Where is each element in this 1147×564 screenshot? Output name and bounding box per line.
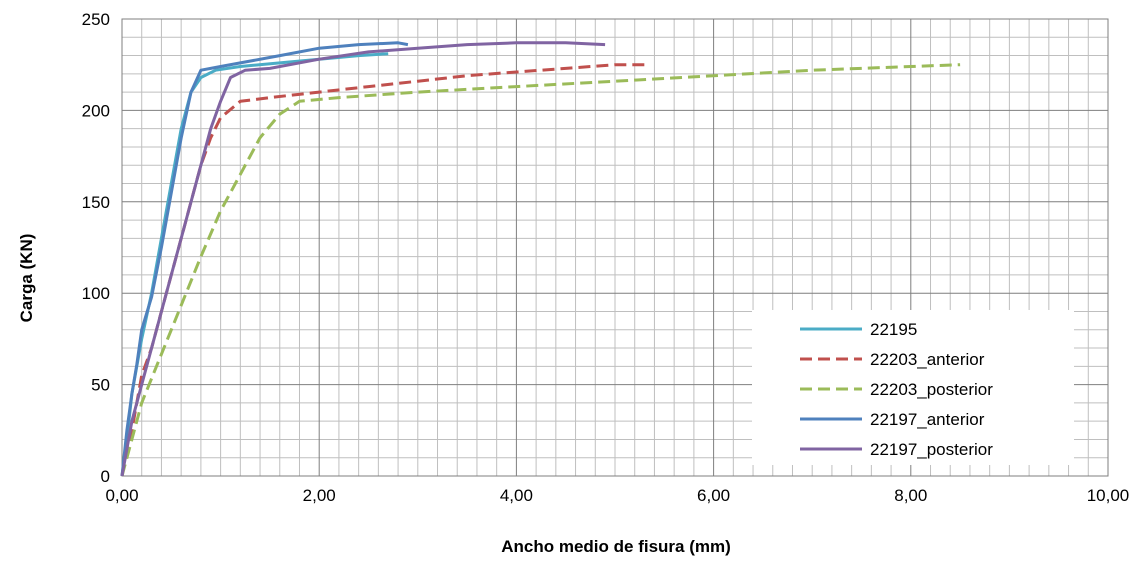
plot-area-border — [121, 18, 1109, 477]
x-axis-title: Ancho medio de fisura (mm) — [501, 537, 731, 556]
series-line — [120, 41, 606, 477]
x-tick-label: 0,00 — [105, 486, 138, 505]
legend-label: 22197_posterior — [870, 440, 993, 459]
x-tick-label: 4,00 — [500, 486, 533, 505]
legend-label: 22203_posterior — [870, 380, 993, 399]
y-tick-label: 150 — [82, 193, 110, 212]
x-axis-tick-labels: 0,00 2,00 4,00 6,00 8,00 10,00 — [105, 486, 1129, 505]
y-tick-label: 250 — [82, 10, 110, 29]
legend-label: 22195 — [870, 320, 917, 339]
series-line — [120, 41, 409, 477]
x-tick-label: 6,00 — [697, 486, 730, 505]
legend-label: 22197_anterior — [870, 410, 985, 429]
y-axis-tick-labels: 0 50 100 150 200 250 — [82, 10, 110, 486]
x-tick-label: 8,00 — [894, 486, 927, 505]
series-lines — [120, 41, 961, 477]
series-line — [120, 63, 961, 477]
y-tick-label: 200 — [82, 101, 110, 120]
y-tick-label: 0 — [101, 467, 110, 486]
y-axis-title: Carga (KN) — [17, 234, 36, 323]
y-tick-label: 50 — [91, 376, 110, 395]
x-tick-label: 10,00 — [1087, 486, 1130, 505]
plot-border-rect — [121, 18, 1109, 477]
legend-label: 22203_anterior — [870, 350, 985, 369]
legend: 22195 22203_anterior 22203_posterior 22197_… — [752, 310, 1074, 465]
y-tick-label: 100 — [82, 284, 110, 303]
x-tick-label: 2,00 — [303, 486, 336, 505]
